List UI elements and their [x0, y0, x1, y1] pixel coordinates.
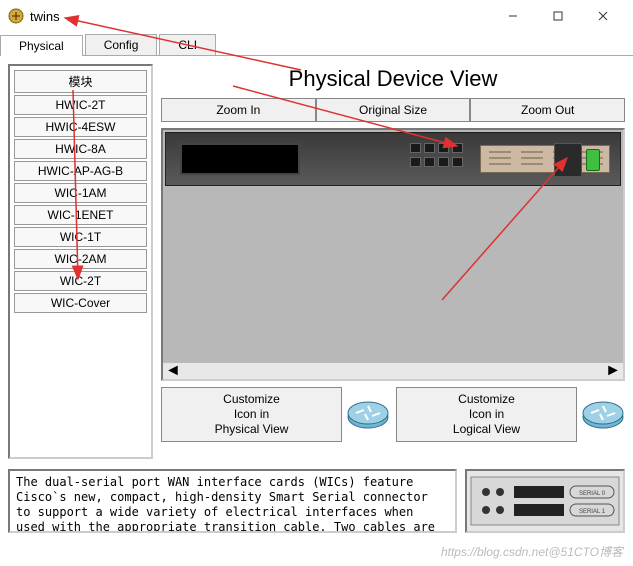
scroll-left-icon[interactable]: ◄ [165, 362, 181, 380]
tabs: Physical Config CLI [0, 34, 633, 56]
customize-logical-button[interactable]: Customize Icon in Logical View [396, 387, 577, 442]
zoom-out-button[interactable]: Zoom Out [470, 98, 625, 122]
module-item[interactable]: WIC-Cover [14, 293, 147, 313]
module-preview[interactable]: SERIAL 0 SERIAL 1 [465, 469, 625, 533]
router-lcd [180, 143, 300, 175]
module-item[interactable]: HWIC-8A [14, 139, 147, 159]
module-description[interactable]: The dual-serial port WAN interface cards… [8, 469, 457, 533]
module-item[interactable]: WIC-1AM [14, 183, 147, 203]
window-title: twins [30, 9, 490, 24]
app-icon [8, 8, 24, 24]
device-canvas[interactable]: ◄ ► [161, 128, 625, 381]
serial0-label: SERIAL 0 [579, 491, 606, 497]
module-list[interactable]: 模块 HWIC-2T HWIC-4ESW HWIC-8A HWIC-AP-AG-… [8, 64, 153, 459]
close-button[interactable] [580, 1, 625, 31]
watermark: https://blog.csdn.net@51CTO博客 [441, 543, 623, 560]
module-item[interactable]: HWIC-4ESW [14, 117, 147, 137]
power-switch[interactable] [586, 149, 600, 171]
serial1-label: SERIAL 1 [579, 509, 606, 515]
horizontal-scrollbar[interactable]: ◄ ► [163, 362, 623, 379]
zoom-controls: Zoom In Original Size Zoom Out [161, 98, 625, 122]
module-item[interactable]: WIC-1ENET [14, 205, 147, 225]
minimize-button[interactable] [490, 1, 535, 31]
customize-physical-button[interactable]: Customize Icon in Physical View [161, 387, 342, 442]
fan-grille [554, 143, 582, 177]
original-size-button[interactable]: Original Size [316, 98, 471, 122]
scroll-right-icon[interactable]: ► [605, 362, 621, 380]
tab-physical[interactable]: Physical [0, 35, 83, 56]
module-item[interactable]: HWIC-AP-AG-B [14, 161, 147, 181]
zoom-in-button[interactable]: Zoom In [161, 98, 316, 122]
router-icon [346, 393, 390, 437]
module-list-header: 模块 [14, 70, 147, 93]
maximize-button[interactable] [535, 1, 580, 31]
physical-view-title: Physical Device View [161, 66, 625, 92]
ethernet-ports[interactable] [410, 143, 470, 177]
router-chassis[interactable] [165, 132, 621, 186]
router-icon [581, 393, 625, 437]
titlebar: twins [0, 0, 633, 32]
module-item[interactable]: HWIC-2T [14, 95, 147, 115]
tab-config[interactable]: Config [85, 34, 158, 55]
module-item[interactable]: WIC-1T [14, 227, 147, 247]
module-item[interactable]: WIC-2T [14, 271, 147, 291]
tab-cli[interactable]: CLI [159, 34, 216, 55]
module-item[interactable]: WIC-2AM [14, 249, 147, 269]
